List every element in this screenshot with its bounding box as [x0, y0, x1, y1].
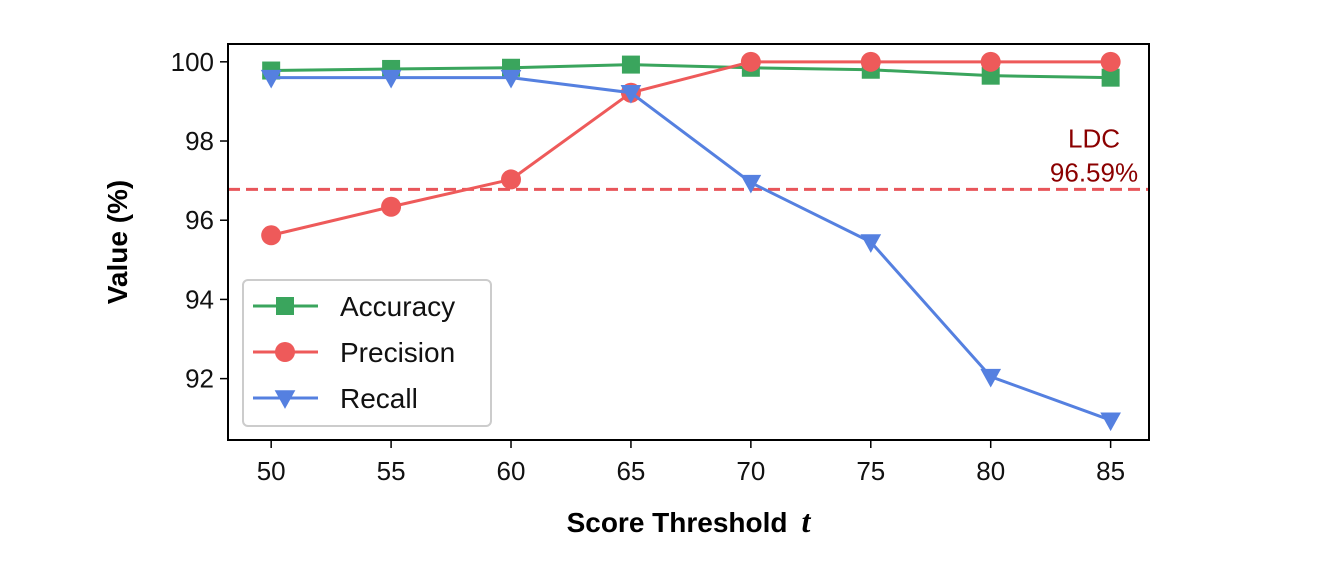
- data-point-square: [621, 55, 640, 74]
- data-point-circle: [740, 51, 761, 72]
- data-point-square: [981, 66, 1000, 85]
- plot-area: [227, 43, 1150, 441]
- x-tick-label: 50: [257, 456, 286, 486]
- series-line-accuracy: [271, 63, 1111, 80]
- y-tick-label: 96: [185, 205, 214, 235]
- legend-label: Precision: [340, 337, 455, 368]
- legend-item-accuracy: Accuracy: [253, 291, 455, 322]
- series-line-recall: [271, 76, 1112, 422]
- data-point-triangle: [380, 69, 402, 89]
- data-point-circle: [381, 196, 402, 217]
- legend-item-precision: Precision: [253, 337, 455, 368]
- data-point-circle: [1100, 51, 1121, 72]
- y-tick-label: 100: [171, 47, 214, 77]
- legend: Accuracy Precision Recall: [242, 279, 492, 427]
- data-point-circle: [275, 342, 295, 362]
- data-point-triangle: [860, 234, 882, 253]
- x-tick-label: 75: [856, 456, 885, 486]
- x-tick-label: 60: [497, 456, 526, 486]
- data-point-triangle: [980, 368, 1002, 388]
- x-tick-label: 80: [976, 456, 1005, 486]
- data-point-circle: [501, 169, 522, 190]
- series-recall: [260, 69, 1121, 432]
- tick-layer: 50 55 60 65 70 75 80 85 92 94 96 98 100: [171, 47, 1125, 486]
- data-point-circle: [860, 51, 881, 72]
- data-point-triangle: [620, 84, 642, 104]
- x-tick-label: 65: [616, 456, 645, 486]
- data-point-circle: [980, 51, 1001, 72]
- data-point-square: [1101, 68, 1120, 87]
- series-layer: [260, 51, 1121, 432]
- data-point-triangle: [740, 174, 762, 194]
- legend-item-recall: Recall: [253, 383, 418, 414]
- legend-label: Recall: [340, 383, 418, 414]
- data-point-triangle: [1100, 412, 1121, 432]
- ldc-annotation-label: LDC: [1068, 123, 1120, 153]
- ldc-annotation-value: 96.59%: [1050, 157, 1138, 187]
- data-point-triangle: [260, 69, 282, 89]
- data-point-square: [276, 297, 294, 315]
- x-axis-label: Score Threshold t: [567, 503, 812, 539]
- data-point-circle: [261, 225, 282, 246]
- y-axis-label: Value (%): [102, 180, 133, 304]
- y-tick-label: 92: [185, 364, 214, 394]
- x-tick-label: 70: [736, 456, 765, 486]
- x-tick-label: 55: [377, 456, 406, 486]
- x-tick-label: 85: [1096, 456, 1125, 486]
- legend-box: [242, 279, 492, 427]
- y-tick-label: 94: [185, 284, 214, 314]
- data-point-triangle: [274, 390, 296, 409]
- data-point-triangle: [500, 69, 522, 89]
- y-tick-label: 98: [185, 126, 214, 156]
- series-line-precision: [270, 60, 1111, 237]
- legend-label: Accuracy: [340, 291, 455, 322]
